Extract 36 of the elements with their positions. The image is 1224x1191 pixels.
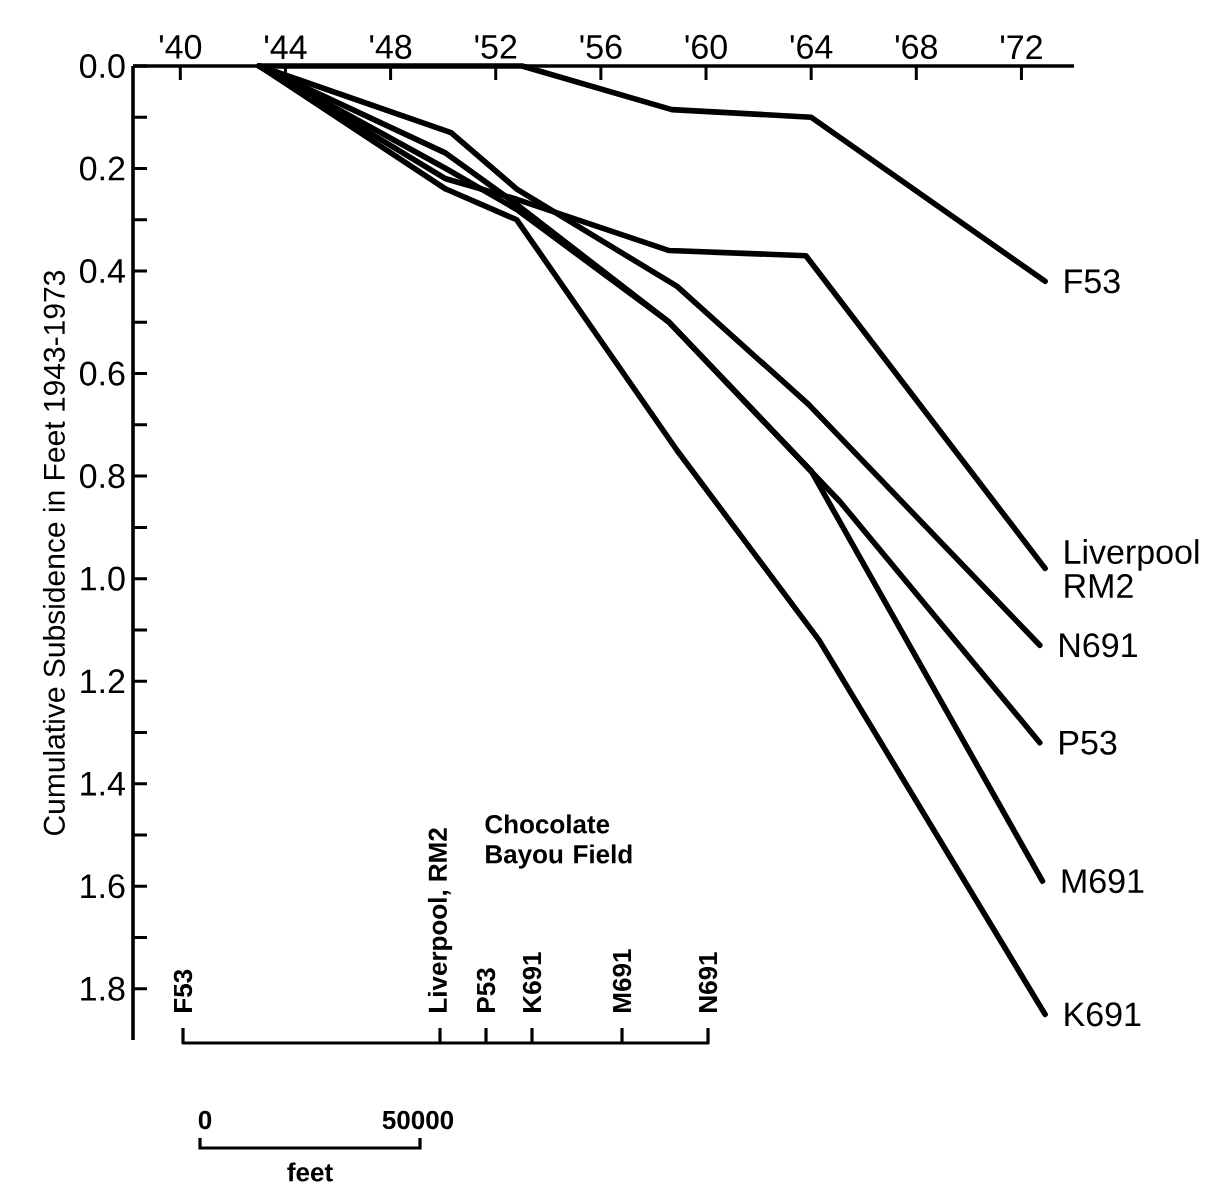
annotation: M691 bbox=[612, 949, 632, 1012]
y-axis-title: Cumulative Subsidence in Feet 1943-1973 bbox=[42, 270, 65, 835]
y-tick-label: 0.6 bbox=[79, 361, 125, 386]
series-label: Liverpool RM2 bbox=[1065, 539, 1199, 598]
text: feet bbox=[287, 1162, 333, 1182]
x-tick-label: '64 bbox=[790, 34, 833, 59]
series-label: F53 bbox=[1065, 269, 1120, 294]
y-tick-label: 1.2 bbox=[81, 669, 125, 694]
y-tick-label: 0.4 bbox=[79, 259, 125, 284]
series-label: P53 bbox=[1060, 730, 1117, 755]
y-tick-label: 1.6 bbox=[81, 874, 125, 899]
x-tick-label: '68 bbox=[895, 34, 937, 59]
x-tick-label: '60 bbox=[685, 34, 727, 59]
annotation: Liverpool, RM2 bbox=[427, 828, 453, 1012]
series-label: M691 bbox=[1062, 869, 1144, 894]
text: 0 bbox=[198, 1110, 212, 1130]
y-tick-label: 1.8 bbox=[81, 976, 125, 1001]
x-tick-label: '52 bbox=[475, 34, 517, 59]
series-label: K691 bbox=[1065, 1002, 1141, 1027]
y-tick-label: 1.4 bbox=[81, 772, 125, 796]
text: 50000 bbox=[382, 1110, 454, 1130]
y-tick-label: 0.0 bbox=[79, 53, 125, 79]
y-tick-label: 0.8 bbox=[79, 464, 125, 489]
series-label: N691 bbox=[1060, 633, 1137, 658]
x-tick-label: '44 bbox=[265, 35, 307, 59]
annotation: P53 bbox=[476, 968, 496, 1012]
x-tick-label: '56 bbox=[580, 34, 622, 59]
x-tick-label: '48 bbox=[370, 34, 412, 59]
y-tick-label: 0.2 bbox=[79, 156, 125, 181]
annotation: Chocolate Bayou Field bbox=[485, 814, 632, 869]
y-tick-label: 1.0 bbox=[81, 566, 125, 591]
x-tick-label: '72 bbox=[1001, 35, 1042, 59]
annotation: N691 bbox=[698, 952, 718, 1012]
annotation: K691 bbox=[522, 952, 542, 1012]
x-tick-label: '40 bbox=[159, 34, 202, 59]
annotation: F53 bbox=[173, 969, 193, 1012]
